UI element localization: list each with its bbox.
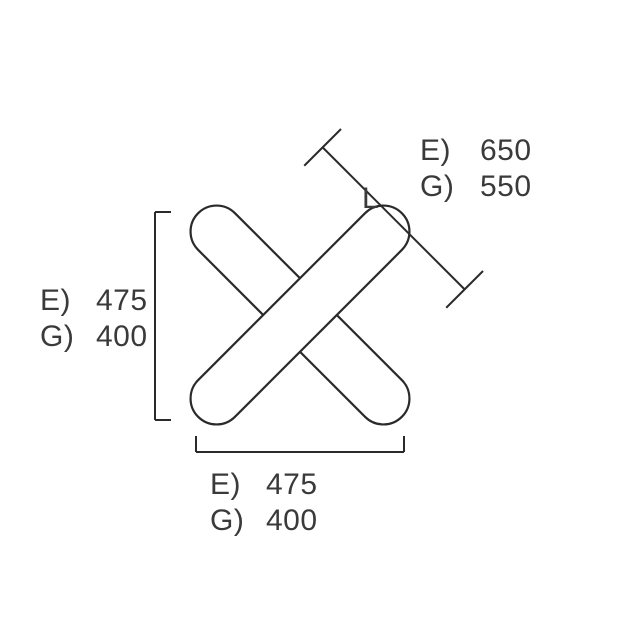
width-E-val: 475 — [266, 468, 318, 503]
diag-letter: L — [362, 182, 379, 217]
width-G-key: G) — [210, 504, 244, 539]
diag-G-val: 550 — [480, 170, 532, 205]
diag-E-key: E) — [420, 134, 451, 169]
height-G-val: 400 — [96, 320, 148, 355]
width-G-val: 400 — [266, 504, 318, 539]
diag-G-key: G) — [420, 170, 454, 205]
x-shape — [180, 195, 420, 435]
diag-E-val: 650 — [480, 134, 532, 169]
width-E-key: E) — [210, 468, 241, 503]
height-G-key: G) — [40, 320, 74, 355]
dimension-diagram: L E) 650 G) 550 E) 475 G) 400 E) 475 G) … — [0, 0, 640, 640]
height-E-key: E) — [40, 284, 71, 319]
height-E-val: 475 — [96, 284, 148, 319]
